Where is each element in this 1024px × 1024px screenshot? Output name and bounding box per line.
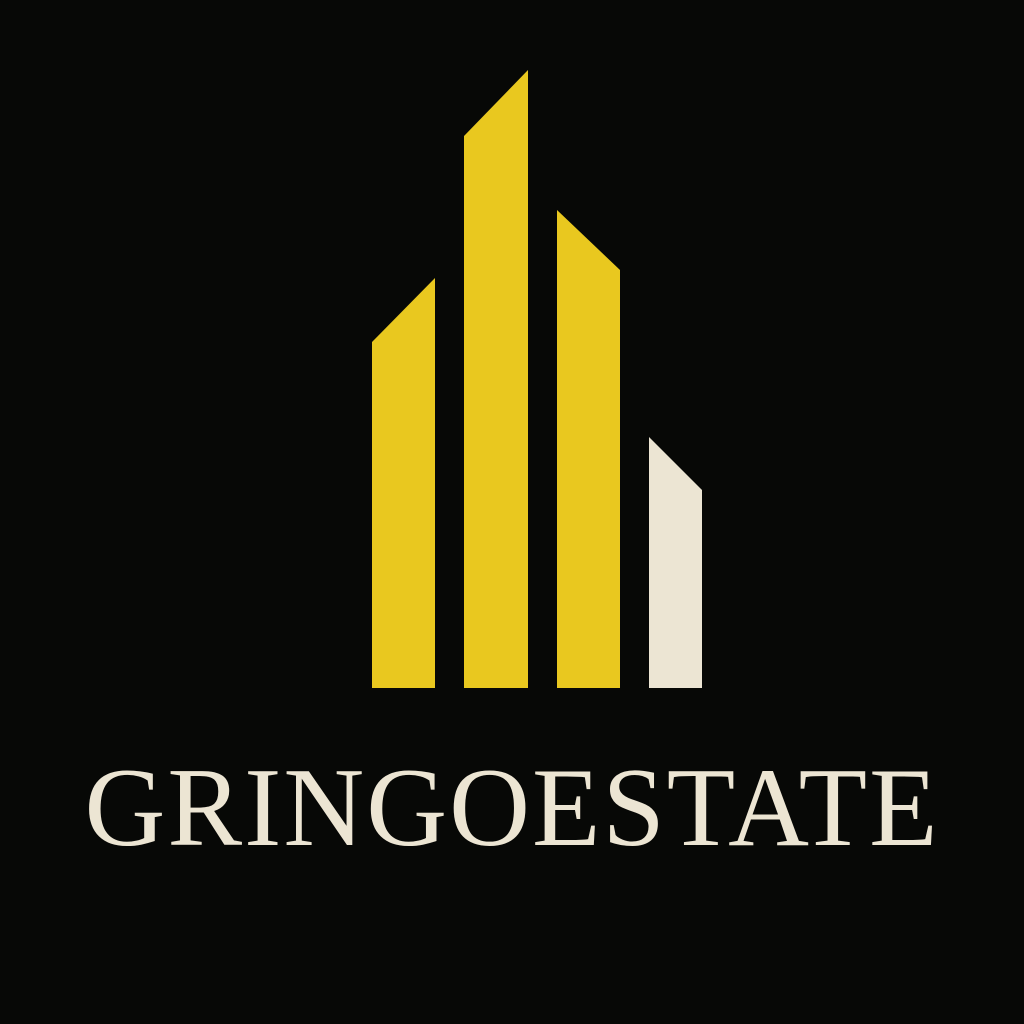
skyline-bar-2 [464, 70, 528, 688]
skyline-bar-3 [557, 210, 620, 688]
skyline-bar-1 [372, 278, 435, 688]
brand-name: GRINGOESTATE [84, 746, 940, 870]
skyline-bar-4 [649, 437, 702, 688]
